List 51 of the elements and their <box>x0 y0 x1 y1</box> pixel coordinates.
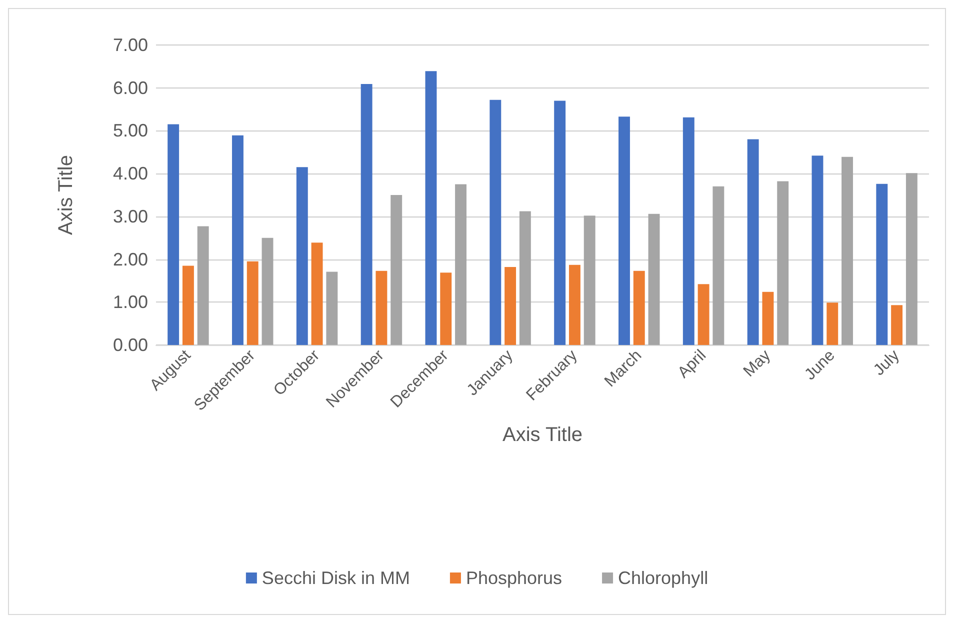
legend-label: Chlorophyll <box>618 568 708 588</box>
bar <box>326 272 338 345</box>
y-tick-label: 6.00 <box>112 78 148 98</box>
bar <box>568 264 580 345</box>
y-tick-label: 7.00 <box>112 35 148 55</box>
bar <box>747 139 759 345</box>
y-axis-title: Axis Title <box>55 154 77 236</box>
bar <box>842 156 853 345</box>
y-tick-label: 0.00 <box>112 335 148 355</box>
bar <box>296 167 308 345</box>
bar <box>762 292 774 345</box>
y-tick-label: 4.00 <box>112 164 148 184</box>
bar <box>682 117 694 345</box>
y-tick-label: 1.00 <box>112 292 148 312</box>
bar <box>390 195 402 345</box>
bar <box>197 226 209 345</box>
y-tick-label: 5.00 <box>112 120 148 141</box>
bar <box>490 100 502 345</box>
legend-label: Secchi Disk in MM <box>262 568 410 588</box>
bar <box>891 305 903 345</box>
bar <box>262 238 274 345</box>
bar <box>554 100 566 345</box>
bar <box>311 242 323 345</box>
bar <box>712 186 724 345</box>
y-tick-label: 3.00 <box>112 206 148 226</box>
bar <box>376 270 388 345</box>
bar <box>246 261 258 345</box>
x-tick-label: May <box>740 346 774 380</box>
legend-label: Phosphorus <box>466 568 562 588</box>
y-tick-label: 2.00 <box>112 249 148 270</box>
x-axis-title: Axis Title <box>502 424 583 446</box>
bar <box>182 266 194 345</box>
bar <box>648 214 660 345</box>
bar <box>777 181 789 345</box>
bar <box>168 124 180 345</box>
bar <box>633 270 645 345</box>
bar <box>876 184 888 345</box>
bar <box>826 302 838 345</box>
bar <box>812 156 824 345</box>
bar <box>618 116 630 345</box>
bar <box>906 173 918 345</box>
bar <box>455 184 466 345</box>
x-tick-label: July <box>870 346 903 380</box>
bar <box>504 267 516 345</box>
bar <box>232 135 244 345</box>
bar <box>425 71 437 345</box>
bar <box>698 284 710 345</box>
bar <box>440 272 452 345</box>
bar <box>360 84 372 345</box>
bar <box>519 211 531 345</box>
bar <box>584 216 596 345</box>
